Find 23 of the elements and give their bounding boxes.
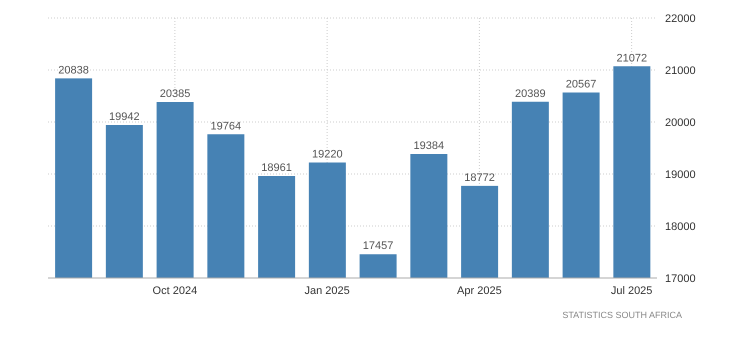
y-tick-label: 19000 <box>665 168 696 181</box>
data-label: 19384 <box>414 140 444 152</box>
x-tick-label: Jul 2025 <box>610 284 652 297</box>
y-tick-label: 22000 <box>665 12 696 25</box>
data-label: 20385 <box>160 88 190 100</box>
data-label: 21072 <box>616 52 648 64</box>
text: STATISTICS SOUTH AFRICA <box>561 310 682 320</box>
data-label: 19942 <box>109 111 140 124</box>
y-tick-label: 20000 <box>665 116 696 129</box>
data-label: 18961 <box>261 162 292 174</box>
data-label: 18772 <box>464 172 495 184</box>
data-label: 19764 <box>210 120 242 132</box>
x-tick-label: Oct 2024 <box>152 284 198 297</box>
data-label: 20567 <box>566 78 596 91</box>
data-label: 19220 <box>312 148 343 161</box>
data-label: 20838 <box>58 64 89 76</box>
y-tick-label: 17000 <box>665 272 696 285</box>
x-tick-label: Jan 2025 <box>304 284 350 297</box>
x-tick-label: Apr 2025 <box>457 284 502 297</box>
data-label: 17457 <box>362 240 394 252</box>
data-label: 20389 <box>515 88 546 100</box>
y-tick-label: 18000 <box>665 220 696 233</box>
y-tick-label: 21000 <box>665 64 696 77</box>
